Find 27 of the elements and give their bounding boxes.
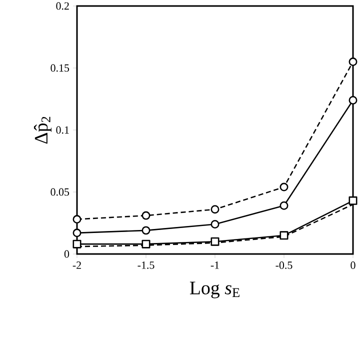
y-tick-label: 0.15	[50, 64, 70, 72]
point	[348, 196, 358, 205]
point	[280, 182, 288, 192]
point	[142, 240, 150, 248]
point	[72, 228, 82, 238]
point	[72, 240, 82, 248]
point	[210, 220, 220, 228]
point	[348, 58, 358, 66]
y-tick-label: 0.05	[50, 188, 70, 196]
point	[142, 226, 150, 235]
point	[210, 237, 220, 246]
x-tick-label: -1	[210, 262, 219, 269]
y-tick-label: 0.1	[56, 126, 69, 134]
x-tick-label: -2	[72, 262, 81, 269]
y-tick-label: 0.2	[56, 2, 69, 10]
x-tick-label: -0.5	[276, 262, 292, 269]
point	[142, 211, 150, 220]
point	[280, 201, 288, 210]
point	[210, 205, 220, 214]
point	[348, 96, 358, 104]
point	[72, 215, 82, 224]
point	[280, 231, 288, 240]
x-tick-label: -1.5	[138, 262, 154, 269]
y-tick-label: 0	[64, 250, 70, 258]
y-axis-title: Δp̂$_{2}$	[34, 116, 52, 144]
x-tick-label: 0	[350, 262, 356, 269]
x-axis-title: Log s$_{E}$	[190, 282, 240, 298]
